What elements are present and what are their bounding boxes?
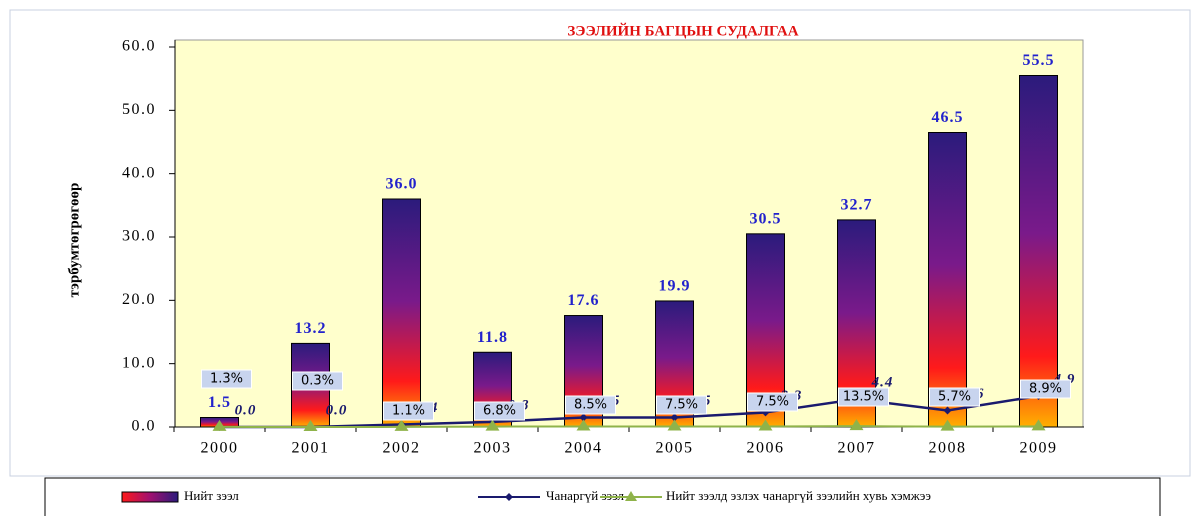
percent-label: 5.7% — [938, 390, 971, 405]
percent-label-box — [929, 387, 980, 407]
bar-value-label: 32.7 — [841, 197, 873, 214]
triangle-marker — [303, 419, 318, 431]
y-tick-label: 40.0 — [122, 164, 156, 181]
x-tick-label: 2007 — [838, 440, 876, 457]
percent-label: 13.5% — [843, 390, 884, 405]
bar-value-label: 17.6 — [568, 292, 600, 309]
percent-label-box — [201, 369, 252, 389]
triangle-marker — [667, 419, 682, 431]
percent-label-box — [292, 371, 343, 391]
x-tick-label: 2006 — [747, 440, 785, 457]
bar-value-label: 1.5 — [208, 394, 231, 411]
y-tick-label: 10.0 — [122, 354, 156, 371]
x-tick-label: 2005 — [656, 440, 694, 457]
percent-label: 8.5% — [574, 398, 607, 413]
y-tick-label: 60.0 — [122, 38, 156, 55]
x-tick-label: 2008 — [929, 440, 967, 457]
x-tick-label: 2002 — [383, 440, 421, 457]
legend-label: Нийт зээл — [184, 488, 239, 503]
y-tick-label: 0.0 — [132, 418, 157, 435]
bar-value-label: 46.5 — [932, 109, 964, 126]
line-value-label: 4.4 — [871, 375, 894, 391]
triangle-marker — [849, 419, 864, 431]
percent-label: 1.1% — [392, 404, 425, 419]
diamond-marker — [579, 413, 588, 422]
triangle-marker — [212, 419, 227, 431]
line — [219, 394, 1039, 429]
legend-swatch — [121, 491, 179, 503]
triangle-marker — [576, 419, 591, 431]
line-value-label: 0.0 — [326, 402, 348, 418]
percent-label: 7.5% — [756, 395, 789, 410]
percent-label-box — [474, 401, 525, 421]
y-tick-label: 50.0 — [122, 101, 156, 118]
percent-label-box — [1020, 379, 1071, 399]
bar-value-label: 13.2 — [295, 320, 327, 337]
bar-value-label: 36.0 — [386, 176, 418, 193]
percent-label: 1.3% — [210, 372, 243, 387]
percent-label-box — [565, 395, 616, 415]
bar-value-label: 30.5 — [750, 211, 782, 228]
percent-label-box — [383, 401, 434, 421]
percent-label: 0.3% — [301, 374, 334, 389]
x-tick-label: 2001 — [292, 440, 330, 457]
bar — [1019, 75, 1058, 428]
triangle-marker — [394, 419, 409, 431]
legend-marker — [505, 493, 513, 501]
percent-label: 8.9% — [1029, 382, 1062, 397]
diamond-marker — [943, 406, 952, 415]
percent-label: 6.8% — [483, 404, 516, 419]
percent-label: 7.5% — [665, 398, 698, 413]
percent-label-box — [656, 395, 707, 415]
legend-label: Нийт зээлд эзлэх чанаргүй зээлийн хувь х… — [666, 488, 931, 503]
y-tick-label: 30.0 — [122, 228, 156, 245]
chart-title: ЗЭЭЛИЙН БАГЦЫН СУДАЛГАА — [567, 22, 798, 39]
line-value-label: 0.0 — [235, 402, 257, 418]
percent-label-box — [747, 392, 798, 412]
y-tick-label: 20.0 — [122, 291, 156, 308]
x-tick-label: 2009 — [1020, 440, 1058, 457]
legend-marker — [625, 491, 637, 501]
bar-value-label: 19.9 — [659, 278, 691, 295]
triangle-marker — [1031, 419, 1046, 431]
bar-value-label: 55.5 — [1023, 52, 1055, 69]
bar-value-label: 11.8 — [477, 329, 508, 346]
x-tick-label: 2003 — [474, 440, 512, 457]
diamond-marker — [670, 413, 679, 422]
triangle-marker — [940, 419, 955, 431]
y-axis-label: тэрбумтөгрөгөөр — [66, 183, 82, 298]
percent-label-box — [838, 387, 889, 407]
x-tick-label: 2004 — [565, 440, 603, 457]
legend-label: Чанаргүй зээл — [546, 488, 625, 503]
bar — [382, 198, 421, 428]
triangle-marker — [758, 419, 773, 431]
line — [219, 425, 1039, 428]
triangle-marker — [485, 419, 500, 431]
bar — [928, 132, 967, 428]
x-tick-label: 2000 — [201, 440, 239, 457]
